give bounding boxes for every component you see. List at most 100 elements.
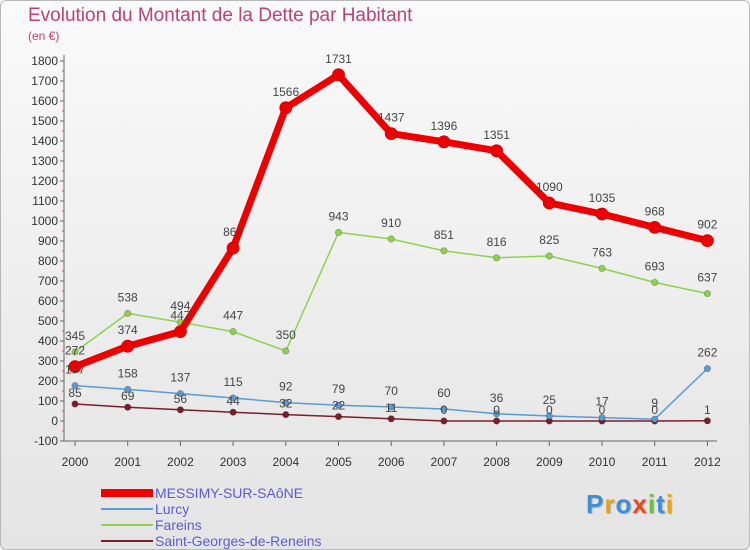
data-label: 865 <box>223 225 243 239</box>
data-point <box>68 360 82 374</box>
data-label: 0 <box>546 403 553 417</box>
y-tick-label: 900 <box>38 234 58 248</box>
data-label: 69 <box>121 389 135 403</box>
data-label: 637 <box>697 271 717 285</box>
data-point <box>440 405 448 413</box>
data-point <box>282 347 290 355</box>
data-label: 9 <box>651 396 658 410</box>
data-point <box>229 394 237 402</box>
data-point <box>598 264 606 272</box>
y-tick-label: 600 <box>38 294 58 308</box>
data-label: 825 <box>539 233 559 247</box>
data-label: 374 <box>118 323 138 337</box>
data-point <box>437 135 451 149</box>
y-tick-label: 400 <box>38 334 58 348</box>
data-point <box>542 196 556 210</box>
proxiti-logo: Proxiti <box>586 489 674 520</box>
data-point <box>492 417 501 425</box>
logo-letter: o <box>615 489 633 519</box>
data-point <box>226 241 240 255</box>
y-tick-label: -100 <box>34 434 58 448</box>
legend-swatch <box>101 508 153 510</box>
data-label: 538 <box>118 290 138 304</box>
data-point <box>648 220 662 234</box>
data-label: 1035 <box>589 191 616 205</box>
data-label: 36 <box>490 391 504 405</box>
data-label: 851 <box>434 228 454 242</box>
y-tick-label: 500 <box>38 314 58 328</box>
data-point <box>545 252 553 260</box>
data-label: 1090 <box>536 180 563 194</box>
data-label: 693 <box>645 259 665 273</box>
x-tick-label: 2007 <box>431 455 458 469</box>
data-label: 60 <box>437 386 451 400</box>
y-tick-label: 100 <box>38 394 58 408</box>
data-label: 32 <box>279 397 293 411</box>
data-point <box>71 381 79 390</box>
logo-letter: t <box>656 489 666 519</box>
data-point <box>492 410 501 418</box>
x-tick-label: 2000 <box>62 455 89 469</box>
data-label: 1437 <box>378 111 405 125</box>
data-point <box>703 364 712 373</box>
data-point <box>282 398 290 407</box>
x-tick-label: 2003 <box>220 455 247 469</box>
data-point <box>701 234 714 248</box>
y-tick-label: 300 <box>38 354 58 368</box>
x-tick-label: 2012 <box>694 455 721 469</box>
logo-letter: i <box>665 489 674 519</box>
data-label: 70 <box>385 384 399 398</box>
y-tick-label: 1500 <box>31 114 58 128</box>
data-point <box>334 401 343 409</box>
data-point <box>703 289 712 298</box>
data-label: 272 <box>65 344 85 358</box>
x-tick-label: 2011 <box>642 455 668 469</box>
logo-letter: x <box>632 489 648 519</box>
data-label: 1351 <box>483 128 510 142</box>
data-point <box>173 325 187 339</box>
data-point <box>282 410 290 419</box>
data-point <box>121 339 135 353</box>
data-label: 943 <box>328 209 348 223</box>
data-label: 79 <box>332 382 346 396</box>
logo-letter: i <box>647 489 657 519</box>
data-label: 158 <box>118 366 138 380</box>
legend-swatch <box>101 524 153 526</box>
data-point <box>490 144 504 158</box>
data-point <box>332 68 345 82</box>
y-tick-label: 700 <box>38 274 58 288</box>
data-label: 25 <box>543 393 557 407</box>
y-tick-label: 200 <box>38 374 58 388</box>
chart-unit: (en €) <box>28 29 60 43</box>
data-point <box>384 127 398 141</box>
logo-letter: r <box>604 489 616 519</box>
y-tick-label: 1700 <box>31 74 58 88</box>
y-tick-label: 1300 <box>31 154 58 168</box>
legend-label: Lurcy <box>155 501 190 517</box>
data-label: 0 <box>599 403 606 417</box>
data-point <box>176 389 184 398</box>
data-label: 56 <box>174 392 188 406</box>
data-label: 1396 <box>431 119 458 133</box>
data-label: 44 <box>226 394 240 408</box>
data-label: 910 <box>381 216 401 230</box>
data-label: 902 <box>697 218 717 232</box>
data-label: 345 <box>65 329 85 343</box>
data-point <box>71 348 79 356</box>
x-tick-label: 2004 <box>272 455 299 469</box>
data-point <box>124 403 132 411</box>
legend-swatch <box>101 489 153 497</box>
data-point <box>124 309 132 317</box>
x-tick-label: 2001 <box>114 455 141 469</box>
x-tick-label: 2010 <box>589 455 616 469</box>
data-label: 494 <box>170 299 190 313</box>
data-point <box>492 254 501 262</box>
chart-title: Evolution du Montant de la Dette par Hab… <box>28 5 413 26</box>
data-point <box>229 408 237 416</box>
legend-label: MESSIMY-SUR-SAôNE <box>155 485 304 501</box>
data-label: 262 <box>697 346 717 360</box>
x-tick-label: 2002 <box>167 455 194 469</box>
data-label: 85 <box>68 386 82 400</box>
data-point <box>440 417 448 425</box>
